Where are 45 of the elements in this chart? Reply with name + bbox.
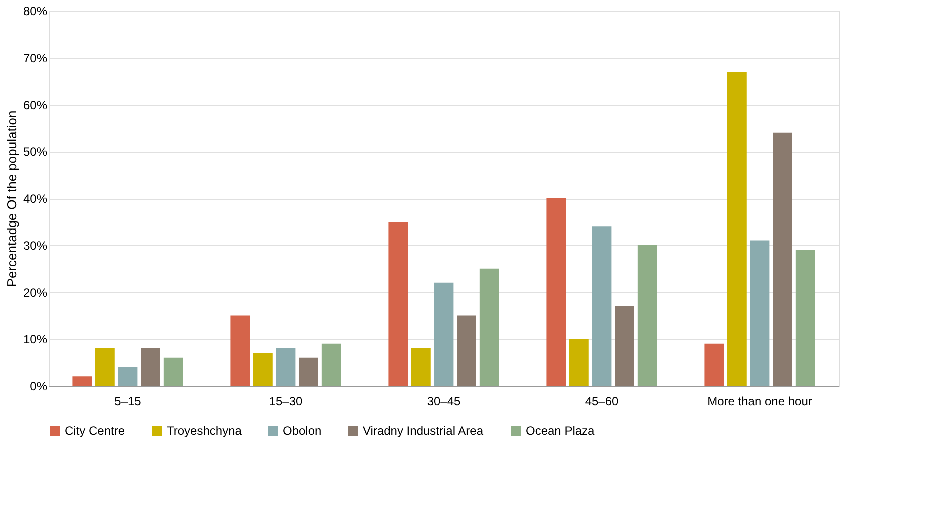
bar: [118, 367, 138, 386]
bar: [592, 226, 612, 386]
bar: [750, 240, 770, 386]
legend-label: City Centre: [65, 424, 126, 438]
bar: [72, 376, 92, 386]
bar: [434, 282, 454, 386]
bar: [230, 316, 250, 386]
bar: [457, 316, 476, 386]
y-tick-label: 20%: [23, 286, 48, 300]
bar: [276, 348, 296, 386]
legend-label: Obolon: [283, 424, 322, 438]
x-tick-label: 15–30: [269, 394, 304, 408]
bar: [141, 348, 160, 386]
y-tick-label: 70%: [23, 51, 48, 66]
bar: [412, 348, 431, 386]
y-tick-label: 30%: [23, 238, 48, 253]
x-tick-label: More than one hour: [708, 394, 812, 408]
bar: [796, 250, 816, 386]
bar: [254, 353, 273, 386]
bar: [570, 339, 589, 386]
bar: [96, 348, 115, 386]
legend-label: Ocean Plaza: [526, 424, 596, 438]
bar: [480, 268, 500, 386]
legend-label: Viradny Industrial Area: [363, 424, 484, 438]
x-tick-label: 45–60: [585, 394, 620, 408]
bar: [615, 306, 634, 386]
bar: [704, 344, 724, 386]
bar: [638, 245, 658, 386]
y-tick-label: 50%: [23, 145, 48, 160]
y-tick-label: 60%: [23, 98, 48, 112]
bar: [388, 222, 408, 386]
x-tick-label: 5–15: [114, 394, 142, 408]
y-tick-label: 10%: [23, 332, 48, 347]
y-axis-title: Percentadge Of the population: [4, 110, 20, 288]
bar: [546, 198, 566, 386]
bar: [322, 344, 342, 386]
bar: [728, 72, 747, 386]
bar: [773, 132, 792, 386]
y-tick-label: 0%: [30, 380, 48, 394]
bar: [299, 358, 318, 386]
bar: [164, 358, 184, 386]
legend-label: Troyeshchyna: [167, 424, 242, 438]
y-tick-label: 80%: [23, 4, 48, 18]
x-tick-label: 30–45: [427, 394, 462, 408]
y-tick-label: 40%: [23, 192, 48, 206]
